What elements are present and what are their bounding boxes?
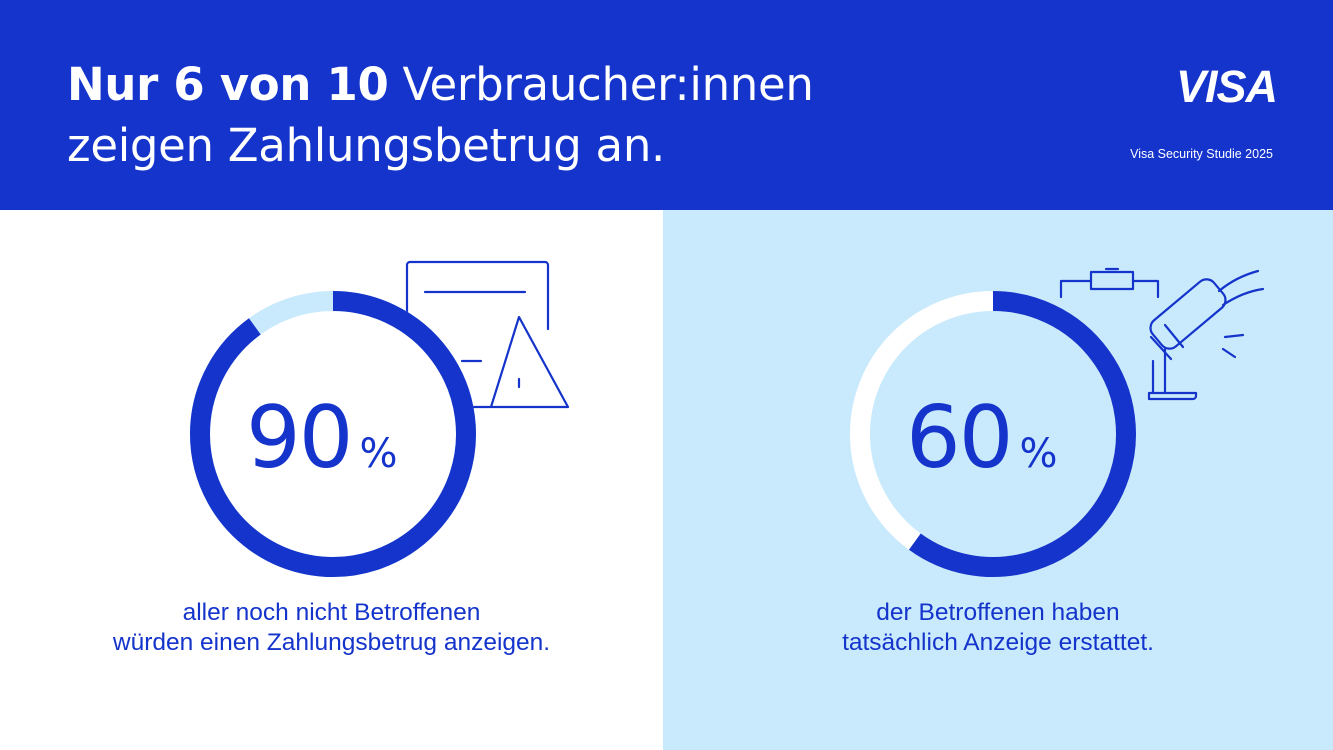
stat-value-left: 90%	[246, 390, 397, 486]
title-line-2: zeigen Zahlungsbetrug an.	[67, 119, 666, 172]
title-rest: Verbraucher:innen	[388, 58, 814, 111]
caption-left-line-1: aller noch nicht Betroffenen	[182, 599, 481, 626]
stat-unit-left: %	[359, 431, 398, 477]
caption-left-line-2: würden einen Zahlungsbetrug anzeigen.	[112, 629, 551, 656]
caption-right-line-2: tatsächlich Anzeige erstattet.	[842, 629, 1154, 656]
stat-panel-right: 60% der Betroffenen haben tatsächlich An…	[663, 210, 1333, 750]
visa-logo: VISA	[1175, 61, 1278, 112]
stat-number-left: 90	[246, 388, 353, 488]
stat-unit-right: %	[1019, 431, 1058, 477]
stat-value-right: 60%	[906, 390, 1057, 486]
stat-panel-left: 90% aller noch nicht Betroffenen würden …	[0, 210, 663, 750]
stat-number-right: 60	[906, 388, 1013, 488]
ring-value-arc-right	[908, 291, 1136, 577]
page-title: Nur 6 von 10 Verbraucher:innen zeigen Za…	[67, 54, 967, 176]
ring-value-arc-left	[190, 291, 476, 577]
judge-gavel-icon	[1059, 267, 1265, 401]
header-banner: Nur 6 von 10 Verbraucher:innen zeigen Za…	[0, 0, 1333, 210]
stat-caption-right: der Betroffenen haben tatsächlich Anzeig…	[663, 598, 1333, 658]
ring-chart-right	[850, 291, 1136, 577]
caption-right-line-1: der Betroffenen haben	[876, 599, 1120, 626]
ring-chart-left	[190, 291, 476, 577]
document-warning-icon	[405, 260, 570, 409]
title-highlight: Nur 6 von 10	[67, 58, 389, 111]
stat-caption-left: aller noch nicht Betroffenen würden eine…	[0, 598, 663, 658]
source-note: Visa Security Studie 2025	[1130, 147, 1273, 161]
